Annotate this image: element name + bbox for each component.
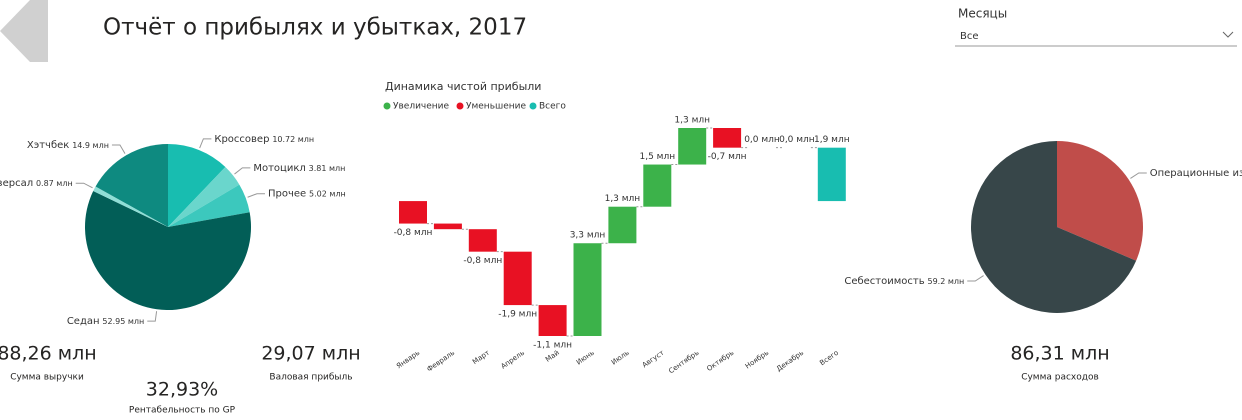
data-label: -1,1 млн — [533, 341, 572, 351]
leader-line — [234, 167, 251, 175]
x-tick-label: Июнь — [575, 349, 596, 367]
slice-label: Кроссовер 10.72 млн — [214, 134, 314, 145]
card-label: Сумма расходов — [1021, 373, 1099, 383]
x-tick-label: Август — [641, 349, 666, 370]
waterfall-bar — [643, 164, 672, 207]
waterfall-bar — [678, 128, 707, 165]
leader-line — [967, 275, 984, 282]
slicer-label: Месяцы — [958, 7, 1007, 21]
leader-line — [1130, 172, 1147, 179]
back-button[interactable] — [0, 0, 48, 62]
data-label: 1,9 млн — [814, 135, 850, 145]
x-tick-label: Июль — [610, 349, 631, 367]
slice-value: 59.2 млн — [928, 277, 965, 286]
card-value: 86,31 млн — [1010, 343, 1109, 365]
slice-category: Кроссовер — [214, 134, 269, 145]
legend-marker — [529, 102, 537, 110]
x-tick-label: Декабрь — [775, 349, 805, 373]
slice-category: Мотоцикл — [253, 163, 305, 174]
x-tick-label: Май — [544, 349, 561, 364]
pie-slice — [168, 144, 226, 227]
slice-label: Седан 52.95 млн — [67, 316, 144, 327]
x-tick-label: Сентябрь — [667, 349, 700, 376]
waterfall-bar — [608, 206, 637, 244]
slice-category: Седан — [67, 316, 100, 327]
x-tick-label: Апрель — [500, 349, 526, 371]
pie-slice — [168, 184, 250, 227]
legend-marker — [383, 102, 391, 110]
slice-label: Мотоцикл 3.81 млн — [253, 163, 345, 174]
page-title: Отчёт о прибылях и убытках, 2017 — [103, 15, 527, 41]
waterfall-bar — [713, 128, 742, 148]
slice-value: 14.9 млн — [72, 141, 109, 150]
slice-category: Хэтчбек — [27, 140, 69, 151]
slice-value: 3.81 млн — [309, 163, 346, 172]
data-label: -0,7 млн — [708, 152, 747, 162]
card-label: Рентабельность по GP — [129, 406, 236, 416]
legend-marker — [456, 102, 464, 110]
slice-category: Универсал — [0, 178, 33, 189]
pie-slice — [95, 144, 168, 227]
data-label: -0,8 млн — [394, 228, 433, 238]
card-value: 32,93% — [146, 379, 218, 401]
card-value: 29,07 млн — [261, 343, 360, 365]
waterfall-bar — [573, 243, 602, 336]
leader-line — [111, 144, 126, 154]
x-tick-label: Ноябрь — [744, 349, 770, 371]
pie-slice — [970, 141, 1137, 313]
slice-label: Хэтчбек 14.9 млн — [27, 140, 109, 151]
chevron — [1222, 31, 1234, 38]
leader-line — [75, 182, 93, 189]
data-label: 0,0 млн — [744, 135, 780, 145]
x-tick-label: Февраль — [426, 349, 457, 374]
card-label: Сумма выручки — [10, 373, 84, 383]
pie-slice — [93, 186, 168, 227]
data-label: -0,8 млн — [463, 256, 502, 266]
legend-label: Увеличение — [393, 102, 450, 112]
slice-value: 52.95 млн — [102, 317, 144, 326]
data-label: 1,3 млн — [674, 116, 710, 126]
x-tick-label: Январь — [395, 349, 421, 371]
leader-line — [147, 311, 158, 322]
legend-label: Уменьшение — [466, 102, 527, 112]
slice-value: 5.02 млн — [309, 189, 346, 198]
chart-title: Динамика чистой прибыли — [385, 80, 541, 93]
slice-label: Универсал 0.87 млн — [0, 178, 73, 189]
legend-label: Всего — [539, 102, 566, 112]
slice-category: Прочее — [268, 189, 306, 200]
waterfall-bar — [433, 223, 462, 230]
pie-slice — [168, 167, 240, 227]
x-tick-label: Октябрь — [705, 349, 735, 373]
waterfall-bar — [538, 305, 567, 336]
slice-label: Себестоимость 59.2 млн — [844, 276, 964, 287]
slicer-dropdown[interactable]: Все — [955, 31, 1237, 47]
data-label: -1,9 млн — [498, 310, 537, 320]
waterfall-bar — [468, 229, 497, 252]
x-tick-label: Всего — [818, 349, 840, 368]
slice-value: 0.87 млн — [36, 179, 73, 188]
leader-line — [199, 138, 212, 149]
waterfall-bar — [503, 251, 532, 306]
card-value: 88,26 млн — [0, 343, 97, 365]
slice-label: Операционные издерж... 27.11 млн — [1150, 168, 1242, 179]
waterfall-bar — [817, 147, 846, 202]
data-label: 1,5 млн — [639, 152, 675, 162]
data-label: 3,3 млн — [570, 231, 606, 241]
waterfall-bar — [399, 201, 427, 224]
x-tick-label: Март — [471, 349, 491, 366]
slice-category: Себестоимость — [844, 276, 924, 287]
slice-label: Прочее 5.02 млн — [268, 189, 346, 200]
data-label: 0,0 млн — [779, 135, 815, 145]
slice-category: Операционные издерж... — [1150, 168, 1242, 179]
slicer-value: Все — [960, 31, 979, 42]
data-label: 1,3 млн — [605, 194, 641, 204]
card-label: Валовая прибыль — [269, 373, 352, 383]
slice-value: 10.72 млн — [272, 134, 314, 143]
pie-slice — [85, 191, 252, 310]
leader-line — [247, 193, 265, 198]
pie-slice — [1057, 141, 1143, 261]
